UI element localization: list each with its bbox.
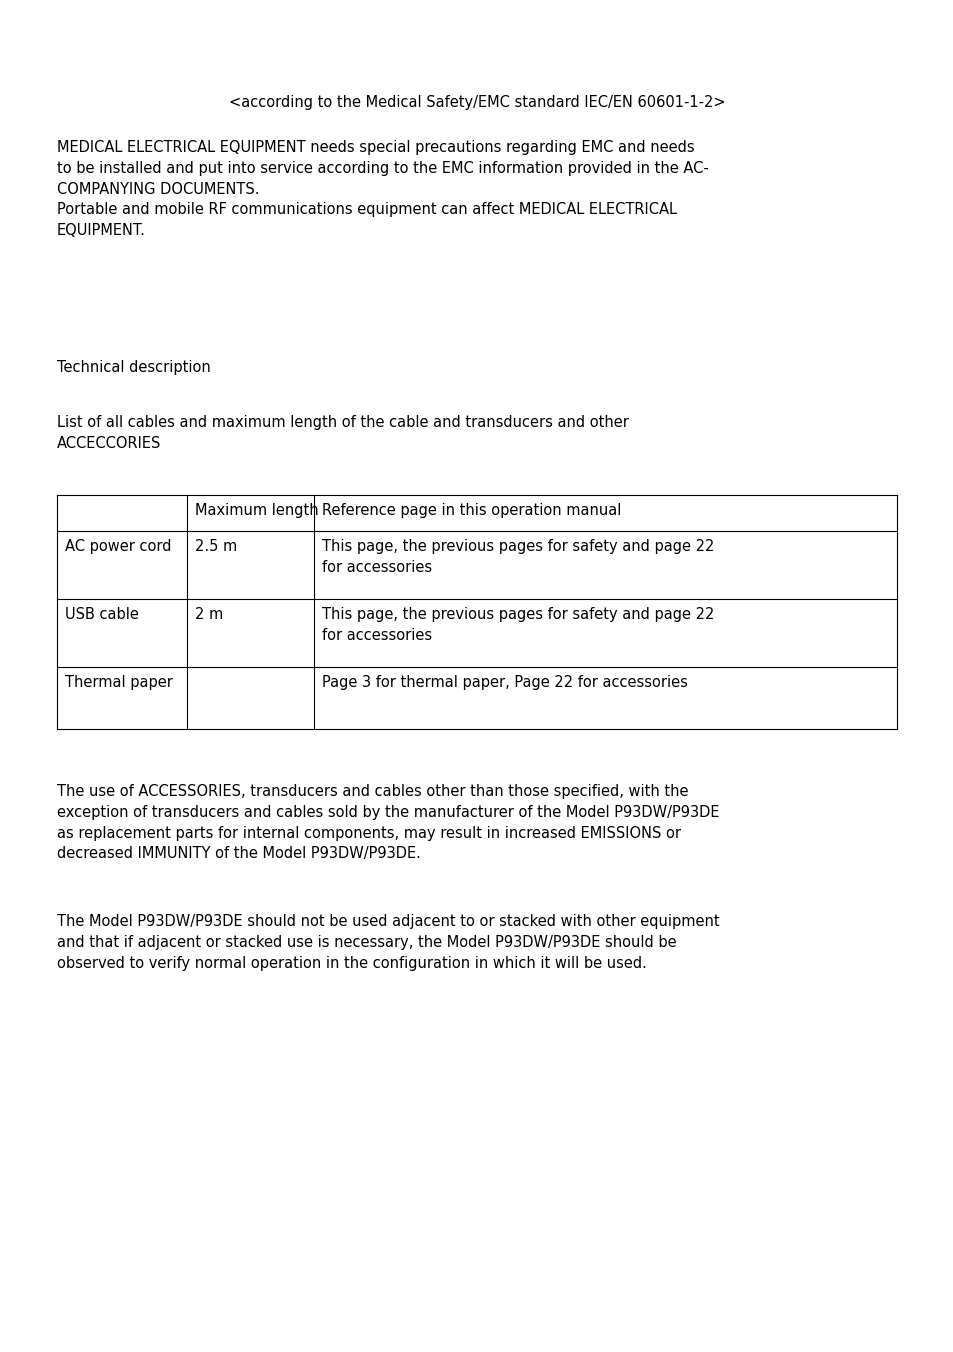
Text: List of all cables and maximum length of the cable and transducers and other
ACC: List of all cables and maximum length of…	[57, 415, 628, 450]
Text: Page 3 for thermal paper, Page 22 for accessories: Page 3 for thermal paper, Page 22 for ac…	[322, 675, 687, 690]
Text: Thermal paper: Thermal paper	[65, 675, 172, 690]
Text: Reference page in this operation manual: Reference page in this operation manual	[322, 503, 620, 518]
Text: <according to the Medical Safety/EMC standard IEC/EN 60601-1-2>: <according to the Medical Safety/EMC sta…	[229, 95, 724, 110]
Text: 2 m: 2 m	[194, 607, 223, 622]
Text: The Model P93DW/P93DE should not be used adjacent to or stacked with other equip: The Model P93DW/P93DE should not be used…	[57, 914, 719, 971]
Text: Maximum length: Maximum length	[194, 503, 318, 518]
Text: AC power cord: AC power cord	[65, 539, 172, 554]
Text: This page, the previous pages for safety and page 22
for accessories: This page, the previous pages for safety…	[322, 607, 714, 642]
Text: The use of ACCESSORIES, transducers and cables other than those specified, with : The use of ACCESSORIES, transducers and …	[57, 784, 719, 861]
Text: 2.5 m: 2.5 m	[194, 539, 237, 554]
Text: MEDICAL ELECTRICAL EQUIPMENT needs special precautions regarding EMC and needs
t: MEDICAL ELECTRICAL EQUIPMENT needs speci…	[57, 141, 708, 238]
Text: Technical description: Technical description	[57, 360, 211, 375]
Text: USB cable: USB cable	[65, 607, 139, 622]
Text: This page, the previous pages for safety and page 22
for accessories: This page, the previous pages for safety…	[322, 539, 714, 575]
